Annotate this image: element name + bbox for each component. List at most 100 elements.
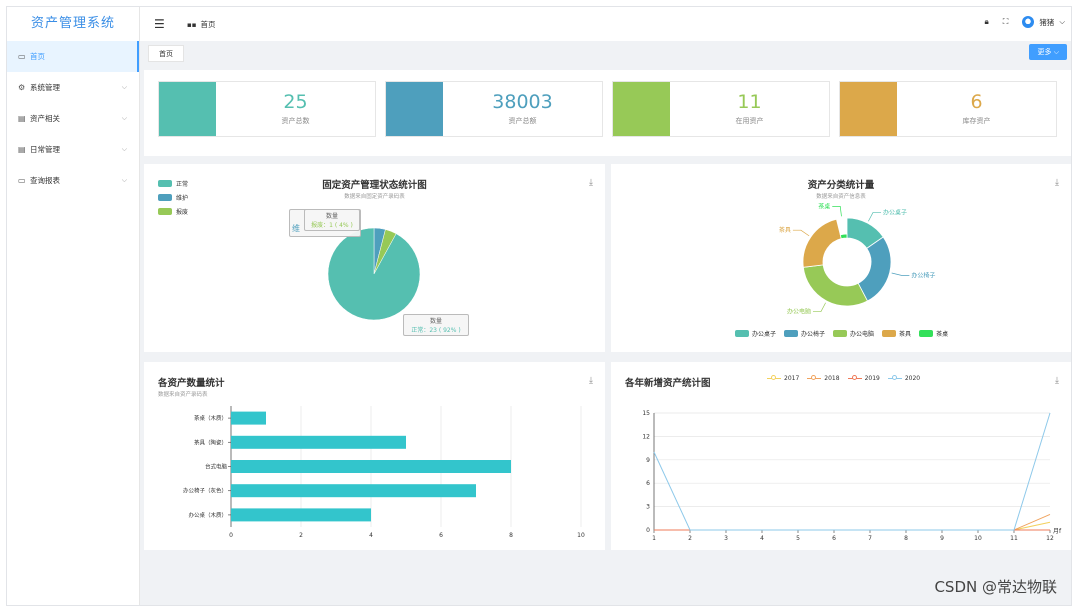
lock-icon[interactable]: 🔒︎ xyxy=(984,17,989,26)
legend-label: 茶桌 xyxy=(936,331,949,338)
header-actions: 🔒︎ ⛶ 猪猪 ⌵ xyxy=(984,16,1065,28)
card-title: 固定资产管理状态统计图 xyxy=(322,180,427,191)
line-legend: 2017 2018 2019 2020 xyxy=(767,375,920,382)
bar xyxy=(231,460,511,473)
y-tick-label: 茶桌（木质） xyxy=(194,414,227,422)
legend-label: 正常 xyxy=(176,180,189,188)
stat-value: 11 xyxy=(737,91,762,113)
sidebar-item[interactable]: ⚙ 系统管理 ⌵ xyxy=(7,72,139,103)
donut-label-line xyxy=(891,272,910,276)
legend-marker xyxy=(767,375,781,382)
sidebar-item[interactable]: ▤ 资产相关 ⌵ xyxy=(7,103,139,134)
download-icon[interactable]: ⤓ xyxy=(1055,178,1059,188)
legend-label: 2020 xyxy=(904,375,921,382)
x-tick-label: 10 xyxy=(974,535,982,542)
x-tick-label: 0 xyxy=(229,532,233,539)
y-tick-label: 茶具（陶瓷） xyxy=(194,438,227,446)
legend-label: 维护 xyxy=(176,194,189,202)
grid-icon: ▪▪ xyxy=(187,21,197,29)
stat-value: 6 xyxy=(970,91,983,113)
stat-label: 资产总数 xyxy=(281,117,310,125)
menu-toggle-icon[interactable]: ☰ xyxy=(154,17,165,31)
y-tick-label: 台式电脑 xyxy=(205,463,228,471)
x-tick-label: 9 xyxy=(940,535,944,542)
legend-label: 办公电脑 xyxy=(850,331,875,338)
legend-label: 办公椅子 xyxy=(801,331,826,338)
stat-swatch xyxy=(159,82,216,136)
x-tick-label: 8 xyxy=(509,532,513,539)
legend-swatch xyxy=(833,330,848,337)
sidebar-item-label: 日常管理 xyxy=(30,145,60,154)
app-window: 资产管理系统 ▭ 首页 ⚙ 系统管理 ⌵ ▤ 资产相关 ⌵ ▤ 日常管理 ⌵ ▭ 查询报表 ⌵ ☰ ▪▪ 首… xyxy=(6,6,1072,606)
card-title: 资产分类统计量 xyxy=(807,180,875,191)
more-button[interactable]: 更多 ⌵ xyxy=(1029,44,1067,60)
legend-item[interactable]: 报废 xyxy=(158,204,188,218)
sidebar-item-label: 资产相关 xyxy=(30,114,60,123)
sidebar-item-label: 查询报表 xyxy=(30,176,60,185)
legend-item[interactable]: 2020 xyxy=(887,375,921,382)
donut-label-line xyxy=(868,212,882,222)
sidebar-item[interactable]: ▭ 查询报表 ⌵ xyxy=(7,165,139,196)
stat-card-inventory: 6 库存资产 xyxy=(839,81,1057,137)
top-header: ☰ ▪▪ 首页 🔒︎ ⛶ 猪猪 ⌵ xyxy=(140,7,1071,41)
breadcrumb-item-home[interactable]: 首页 xyxy=(200,20,216,29)
chevron-down-icon: ⌵ xyxy=(121,114,127,122)
user-menu[interactable]: 猪猪 ⌵ xyxy=(1022,16,1065,28)
tag-home[interactable]: 首页 xyxy=(148,45,184,62)
tooltip-head: 数量 xyxy=(429,318,442,325)
status-pie-card: 固定资产管理状态统计图 数据来自固定资产录码表 ⤓ 正常 维护 报废 维 数量 报废… xyxy=(144,164,605,352)
asset-count-bar-card: 各资产数量统计 数据来自资产录码表 ⤓ 0 2 4 6 8 10 茶桌（木质） 茶具（陶瓷） 台… xyxy=(144,362,605,550)
x-tick-label: 1 xyxy=(652,535,656,542)
card-subtitle: 数据来自资产信息表 xyxy=(816,194,866,200)
download-icon[interactable]: ⤓ xyxy=(589,178,593,188)
legend-marker xyxy=(807,375,822,382)
y-tick-label: 6 xyxy=(646,480,650,487)
donut-slice xyxy=(839,233,848,240)
card-subtitle: 数据来自资产录码表 xyxy=(158,392,208,398)
document-icon: ▤ xyxy=(18,114,26,123)
sidebar-item[interactable]: ▤ 日常管理 ⌵ xyxy=(7,134,139,165)
fullscreen-icon[interactable]: ⛶ xyxy=(1002,17,1009,26)
legend-label: 2018 xyxy=(824,375,840,382)
chevron-down-icon: ⌵ xyxy=(1059,17,1065,26)
stat-label: 资产总额 xyxy=(508,117,537,125)
stat-label: 在用资产 xyxy=(735,117,764,125)
legend-item[interactable]: 2017 xyxy=(767,375,799,382)
x-tick-label: 12 xyxy=(1046,535,1054,542)
card-title: 各资产数量统计 xyxy=(158,378,225,389)
legend-item[interactable]: 2018 xyxy=(807,375,840,382)
series-line xyxy=(653,412,1051,531)
stat-card-total-count: 25 资产总数 xyxy=(158,81,376,137)
donut-slice xyxy=(802,218,842,268)
legend-label: 报废 xyxy=(176,208,189,216)
legend-swatch xyxy=(919,330,934,337)
donut-label-line xyxy=(832,206,842,217)
stat-value: 38003 xyxy=(492,91,553,113)
legend-label: 2019 xyxy=(864,375,880,382)
watermark: CSDN @常达物联 xyxy=(934,578,1057,596)
x-tick-label: 5 xyxy=(796,535,800,542)
sidebar-item[interactable]: ▭ 首页 xyxy=(7,41,139,72)
donut-label-line xyxy=(792,229,810,237)
home-icon: ▭ xyxy=(18,52,26,61)
download-icon[interactable]: ⤓ xyxy=(1055,376,1059,386)
legend-item[interactable]: 办公电脑 xyxy=(833,329,874,338)
chevron-down-icon: ⌵ xyxy=(121,83,127,91)
download-icon[interactable]: ⤓ xyxy=(589,376,593,386)
legend-item[interactable]: 茶具 xyxy=(882,329,911,338)
legend-item[interactable]: 2019 xyxy=(847,375,880,382)
legend-item[interactable]: 维护 xyxy=(158,190,188,204)
legend-swatch xyxy=(158,207,172,215)
x-axis-unit: 月f xyxy=(1053,528,1062,535)
legend-swatch xyxy=(735,330,749,337)
legend-item[interactable]: 办公桌子 xyxy=(735,329,776,338)
legend-item[interactable]: 办公椅子 xyxy=(784,329,825,338)
stat-swatch xyxy=(840,82,897,136)
legend-item[interactable]: 茶桌 xyxy=(919,329,948,338)
bar xyxy=(231,411,266,425)
app-logo-title[interactable]: 资产管理系统 xyxy=(30,16,115,31)
legend-item[interactable]: 正常 xyxy=(158,176,188,190)
legend-label: 茶具 xyxy=(899,331,912,338)
